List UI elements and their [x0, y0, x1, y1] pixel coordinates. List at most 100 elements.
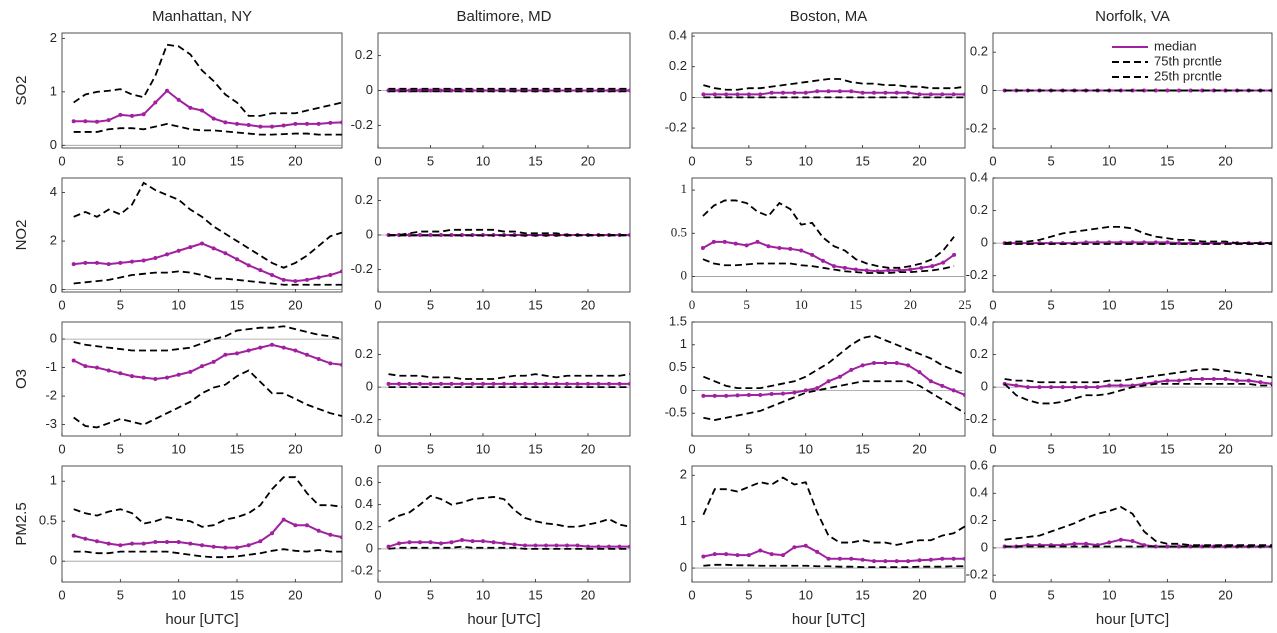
series-marker [1025, 385, 1030, 390]
series-marker [860, 90, 865, 95]
series-marker [533, 381, 538, 386]
series-marker [803, 543, 808, 548]
series-marker [316, 528, 321, 533]
series-line [703, 380, 965, 421]
series-marker [908, 267, 913, 272]
series-marker [928, 92, 933, 97]
series-marker [883, 559, 888, 564]
x-tick-label: 0 [374, 587, 381, 602]
series-marker [188, 105, 193, 110]
plot-area [386, 228, 630, 237]
series-marker [512, 381, 517, 386]
plot-area [1002, 505, 1272, 549]
series-marker [864, 268, 869, 273]
x-tick-label: 10 [1102, 297, 1116, 312]
y-tick-label: -2 [45, 388, 57, 403]
y-tick-label: -0.2 [351, 117, 373, 132]
series-line [703, 78, 965, 91]
series-marker [200, 364, 204, 369]
series-marker [701, 393, 706, 398]
x-tick-label: 5 [427, 153, 434, 168]
series-marker [951, 92, 956, 97]
series-marker [831, 264, 836, 269]
x-tick-label: 20 [581, 297, 595, 312]
series-marker [735, 92, 740, 97]
x-tick-label: 10 [476, 441, 490, 456]
series-marker [211, 246, 216, 251]
x-tick-label: 15 [849, 297, 862, 312]
series-marker [586, 544, 590, 549]
series-marker [872, 90, 876, 95]
series-marker [118, 112, 123, 117]
series-marker [917, 370, 922, 375]
series-marker [1200, 377, 1205, 381]
y-tick-label: -1 [45, 359, 57, 374]
series-marker [71, 119, 76, 124]
x-axis-label: hour [UTC] [165, 611, 238, 628]
series-marker [165, 252, 169, 257]
series-marker [258, 268, 263, 273]
series-marker [1188, 544, 1193, 549]
x-tick-label: 20 [904, 297, 917, 312]
series-marker [211, 544, 216, 549]
series-marker [628, 544, 630, 549]
series-marker [849, 367, 854, 372]
series-marker [565, 543, 569, 548]
series-marker [1177, 378, 1181, 383]
x-tick-label: 20 [288, 297, 302, 312]
series-line [73, 325, 342, 352]
x-tick-label: 5 [1048, 153, 1055, 168]
series-marker [849, 89, 854, 94]
series-marker [223, 120, 228, 125]
y-tick-label: 0 [680, 89, 687, 104]
panel: 0 5 10 15 20 -0.2 0 0.2 0.4 Boston, MA [665, 8, 966, 168]
series-marker [340, 535, 342, 540]
y-tick-label: 0 [50, 281, 57, 296]
series-marker [281, 277, 286, 282]
series-marker [439, 381, 443, 386]
series-marker [418, 233, 422, 237]
panel: 0 5 10 15 20-0.200.20.4 [966, 313, 1273, 456]
series-marker [952, 252, 957, 257]
y-axis-label: SO2 [13, 75, 30, 105]
y-tick-label: 0.2 [970, 512, 988, 527]
series-marker [176, 97, 181, 102]
series-marker [607, 544, 611, 549]
series-line [1004, 225, 1272, 245]
x-tick-label: 0 [689, 297, 696, 312]
y-tick-label: 0.4 [970, 485, 988, 500]
axes-box [61, 177, 343, 293]
y-tick-label: 0.2 [970, 202, 988, 217]
x-tick-label: 0 [374, 153, 381, 168]
series-marker [826, 379, 831, 384]
series-marker [826, 556, 831, 561]
series-marker [860, 557, 865, 562]
plot-area [71, 476, 342, 559]
y-tick-label: -0.5 [665, 405, 687, 420]
series-line [73, 476, 342, 528]
plot-area [71, 181, 342, 286]
series-marker [328, 532, 333, 537]
series-marker [941, 260, 946, 265]
x-tick-label: 20 [581, 587, 595, 602]
series-marker [1235, 378, 1240, 383]
x-tick-label: 15 [855, 153, 869, 168]
series-marker [407, 540, 412, 545]
y-tick-label: 0.4 [970, 313, 988, 328]
x-tick-label: 0 [989, 153, 996, 168]
series-line [1004, 368, 1272, 384]
x-tick-label: 15 [1160, 441, 1174, 456]
series-marker [746, 392, 751, 397]
series-marker [141, 258, 146, 263]
series-marker [701, 554, 706, 559]
series-marker [470, 539, 475, 544]
series-marker [544, 543, 548, 548]
x-axis-label: hour [UTC] [467, 611, 540, 628]
series-line [73, 270, 342, 286]
series-marker [617, 381, 622, 386]
axes-box [691, 465, 966, 583]
series-marker [886, 268, 891, 273]
